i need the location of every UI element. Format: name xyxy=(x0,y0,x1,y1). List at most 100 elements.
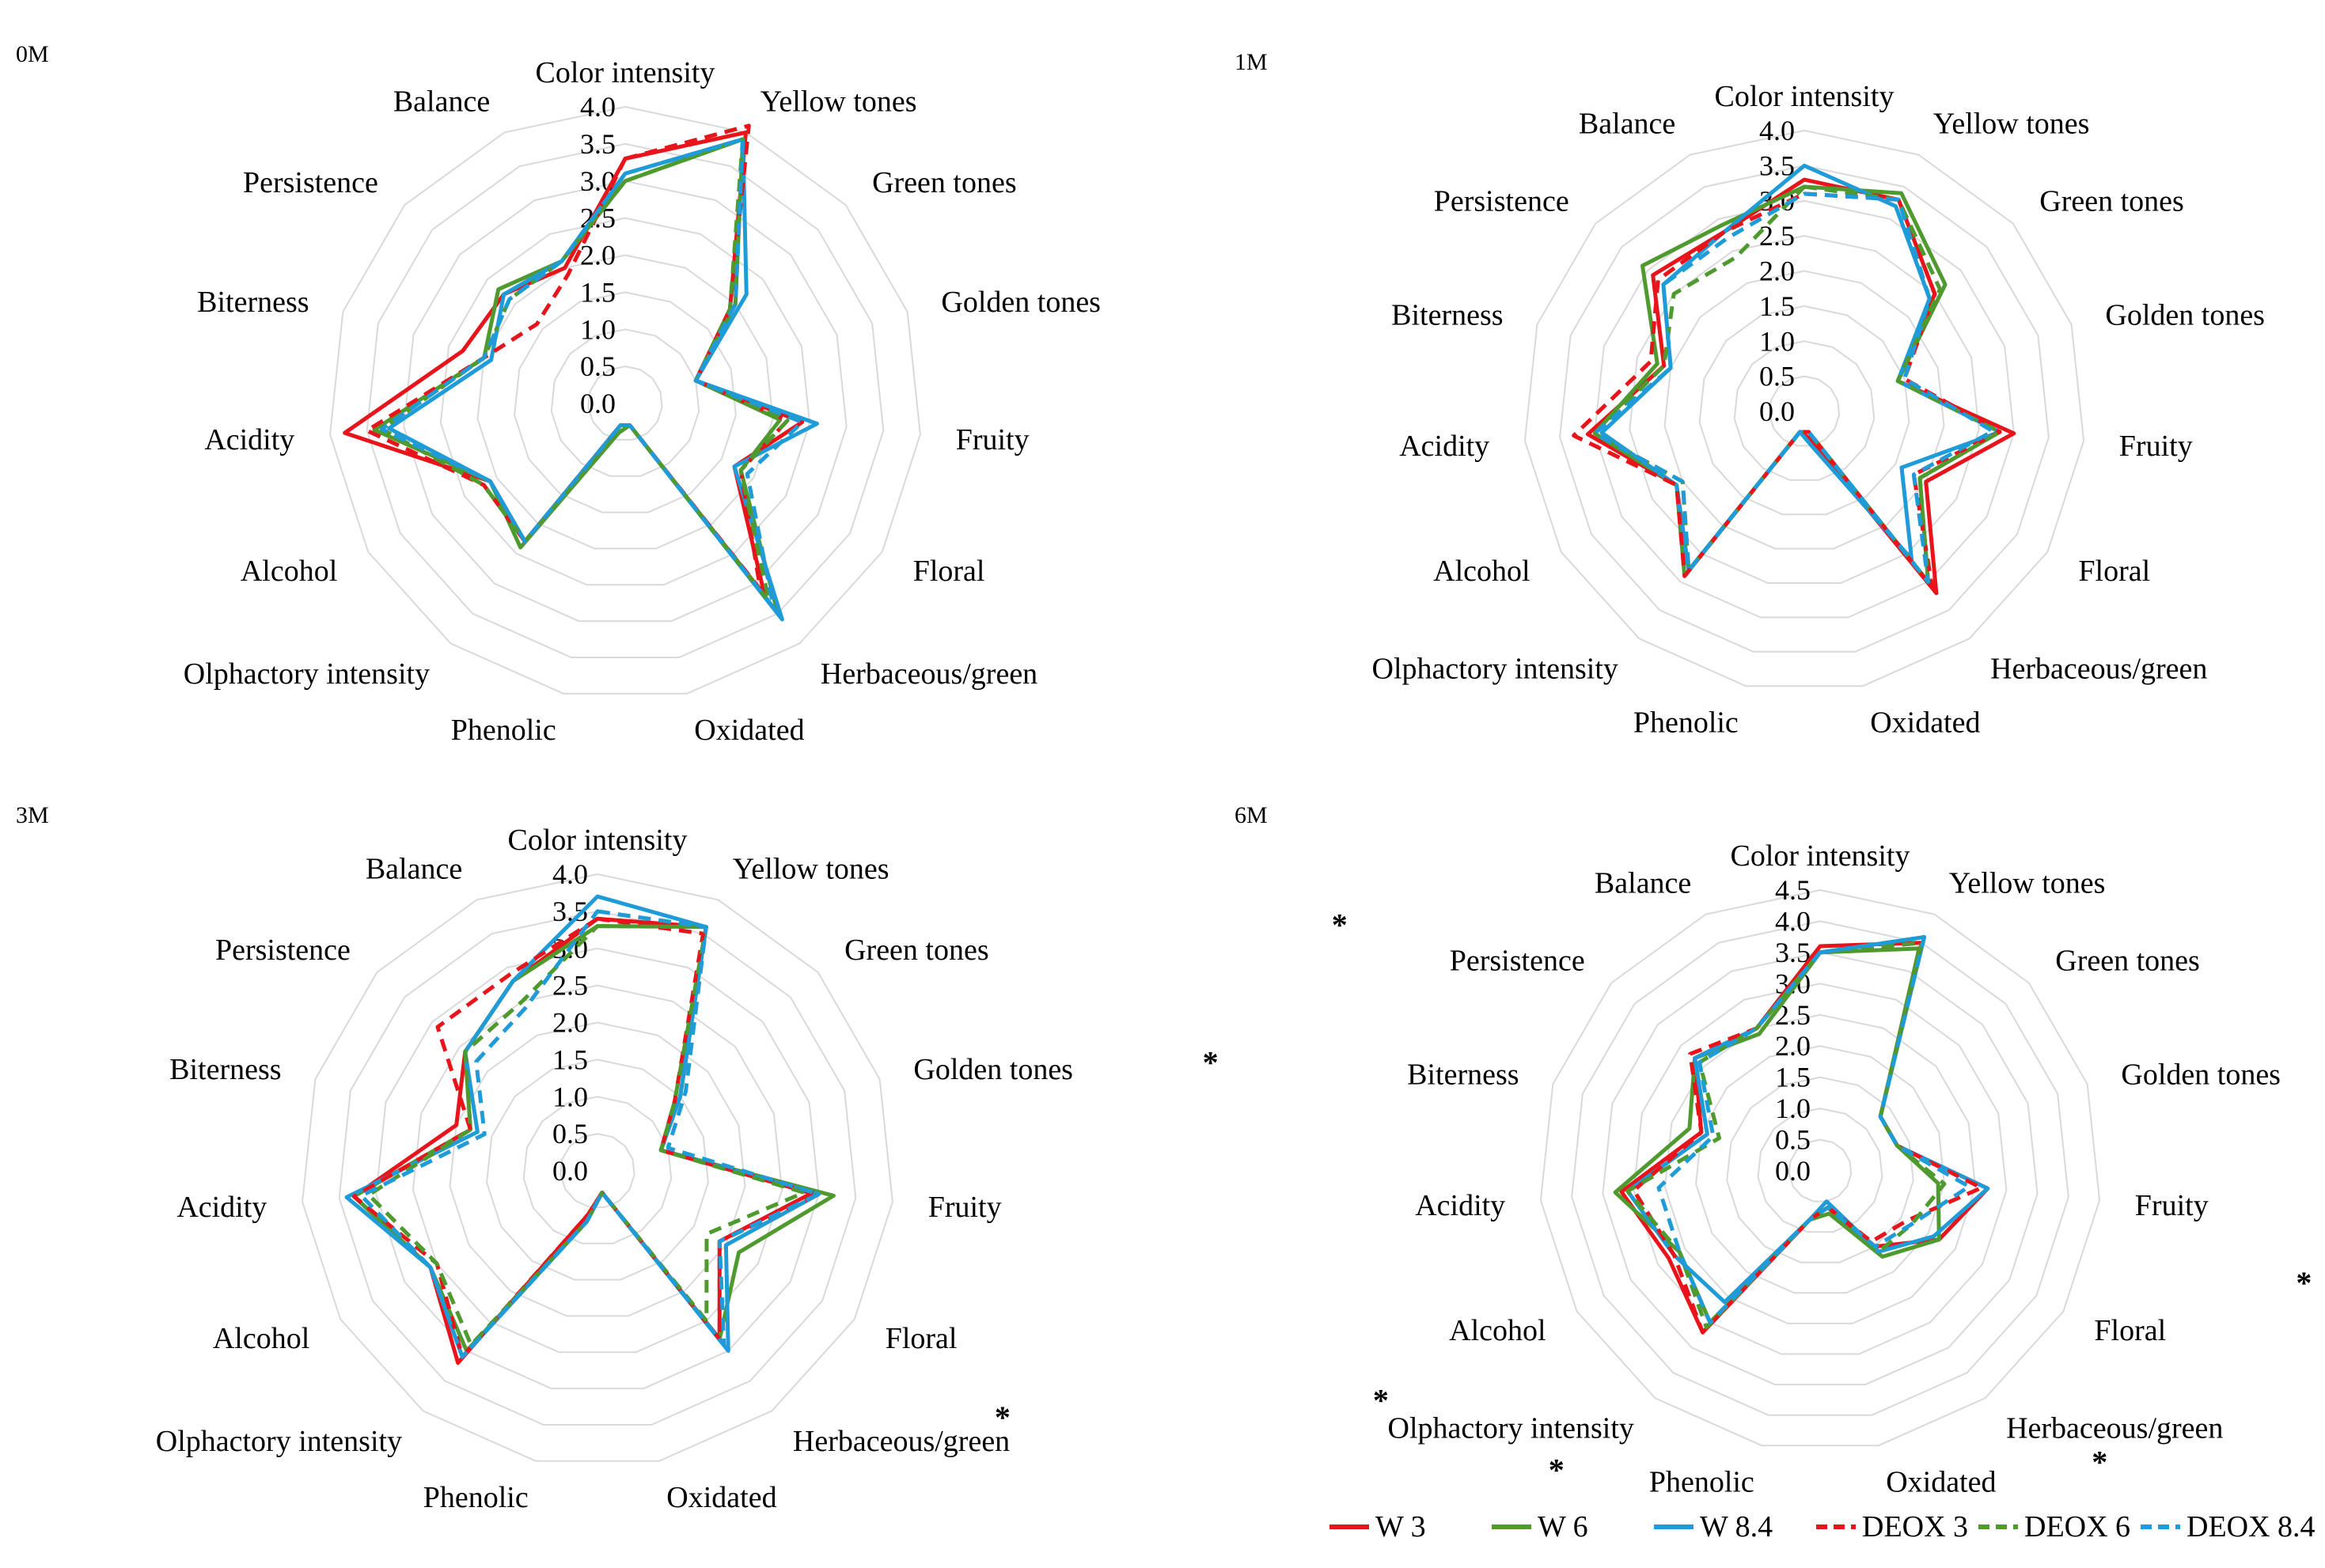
tick-label: 2.0 xyxy=(1759,256,1795,287)
axis-label-persistence: Persistence xyxy=(243,166,378,199)
axis-label-persistence: Persistence xyxy=(1450,944,1585,977)
significance-star: * xyxy=(2092,1444,2107,1479)
grid-ring xyxy=(1663,1013,1977,1324)
tick-label: 0.0 xyxy=(1759,396,1795,427)
axis-label-phenolic: Phenolic xyxy=(451,714,556,747)
axis-label-oxidated: Oxidated xyxy=(666,1481,776,1514)
grid-ring xyxy=(412,984,783,1354)
tick-label: 1.5 xyxy=(580,276,616,308)
legend-label-deox-8-4: DEOX 8.4 xyxy=(2187,1510,2316,1543)
axis-label-yellow-tones: Yellow tones xyxy=(1933,108,2090,141)
axis-label-balance: Balance xyxy=(1595,867,1691,900)
axis-label-phenolic: Phenolic xyxy=(423,1481,529,1514)
grid-ring xyxy=(338,910,857,1426)
panel-label: 3M xyxy=(16,802,49,828)
tick-label: 0.5 xyxy=(1759,361,1795,392)
series-line-w-3 xyxy=(343,130,805,598)
axis-label-phenolic: Phenolic xyxy=(1649,1465,1754,1498)
grid-ring xyxy=(1726,1076,1914,1263)
axis-label-alcohol: Alcohol xyxy=(241,555,337,588)
legend-label-w-8-4: W 8.4 xyxy=(1700,1510,1773,1543)
axis-label-floral: Floral xyxy=(2094,1314,2166,1347)
series-line-w-8-4 xyxy=(1599,163,2002,573)
grid-ring xyxy=(1663,270,1945,550)
axis-label-oxidated: Oxidated xyxy=(1870,706,1980,739)
axis-label-floral: Floral xyxy=(2078,555,2150,588)
tick-label: 2.5 xyxy=(552,970,588,1002)
grid-ring xyxy=(1695,1045,1945,1294)
axis-label-fruity: Fruity xyxy=(956,423,1030,456)
grid-ring xyxy=(1788,1138,1853,1203)
tick-label: 2.0 xyxy=(1775,1030,1811,1062)
axis-label-floral: Floral xyxy=(886,1322,958,1355)
grid-ring xyxy=(1523,129,2085,687)
axis-label-biterness: Biterness xyxy=(197,286,309,319)
grid-ring xyxy=(1698,305,1910,516)
grid-ring xyxy=(1768,375,1841,447)
grid-ring xyxy=(403,180,848,623)
legend-label-w-3: W 3 xyxy=(1375,1510,1426,1543)
axis-label-persistence: Persistence xyxy=(215,934,351,967)
axis-label-biterness: Biterness xyxy=(1391,298,1503,331)
axis-label-alcohol: Alcohol xyxy=(1433,555,1530,588)
tick-label: 4.0 xyxy=(1775,905,1811,937)
significance-star: * xyxy=(2296,1265,2312,1301)
axis-label-golden-tones: Golden tones xyxy=(2121,1058,2281,1091)
series-line-deox-6 xyxy=(1625,941,1947,1330)
grid-ring xyxy=(302,873,893,1462)
series-line-deox-6 xyxy=(366,924,806,1347)
series-line-deox-8-4 xyxy=(379,137,805,610)
grid-ring xyxy=(514,291,737,513)
axis-label-floral: Floral xyxy=(913,555,985,588)
grid-ring xyxy=(449,1021,746,1317)
panel-label: 6M xyxy=(1235,802,1268,828)
grid-ring xyxy=(1571,920,2069,1416)
significance-star: * xyxy=(995,1399,1011,1435)
legend-label-deox-6: DEOX 6 xyxy=(2024,1510,2130,1543)
axis-label-yellow-tones: Yellow tones xyxy=(733,852,889,885)
grid-ring xyxy=(1602,951,2039,1386)
tick-label: 0.5 xyxy=(1775,1124,1811,1156)
significance-star: * xyxy=(1549,1452,1565,1487)
tick-label: 0.0 xyxy=(1775,1155,1811,1187)
axis-label-fruity: Fruity xyxy=(2119,430,2193,463)
grid-ring xyxy=(559,1133,635,1208)
axis-label-golden-tones: Golden tones xyxy=(913,1053,1073,1086)
tick-label: 1.0 xyxy=(580,313,616,345)
tick-label: 0.5 xyxy=(580,350,616,382)
axis-label-phenolic: Phenolic xyxy=(1633,706,1739,739)
tick-label: 3.5 xyxy=(580,128,616,160)
legend-label-w-6: W 6 xyxy=(1538,1510,1588,1543)
significance-star: * xyxy=(1332,907,1348,942)
tick-label: 4.0 xyxy=(580,91,616,123)
tick-label: 1.5 xyxy=(1775,1062,1811,1093)
grid-ring xyxy=(375,947,820,1390)
axis-label-herbaceous-green: Herbaceous/green xyxy=(1990,653,2207,686)
significance-star: * xyxy=(1203,1044,1219,1080)
axis-label-balance: Balance xyxy=(393,85,490,118)
axis-label-golden-tones: Golden tones xyxy=(941,286,1101,319)
axis-label-herbaceous-green: Herbaceous/green xyxy=(793,1425,1010,1458)
tick-label: 1.5 xyxy=(1759,290,1795,322)
legend-label-deox-3: DEOX 3 xyxy=(1862,1510,1968,1543)
panel-label: 0M xyxy=(16,41,49,67)
grid-ring xyxy=(550,328,700,477)
series-line-w-6 xyxy=(351,924,836,1353)
axis-label-yellow-tones: Yellow tones xyxy=(1949,867,2106,900)
grid-ring xyxy=(1594,199,2015,619)
axis-label-fruity: Fruity xyxy=(928,1191,1002,1224)
axis-label-herbaceous-green: Herbaceous/green xyxy=(821,657,1037,691)
tick-label: 3.0 xyxy=(580,165,616,197)
axis-label-acidity: Acidity xyxy=(1399,430,1489,463)
axis-label-golden-tones: Golden tones xyxy=(2105,298,2265,331)
grid-ring xyxy=(486,1059,709,1281)
grid-ring xyxy=(476,254,774,550)
axis-label-olphactory-intensity: Olphactory intensity xyxy=(156,1425,402,1458)
panel-label: 1M xyxy=(1235,49,1268,75)
grid-ring xyxy=(1559,165,2050,653)
grid-ring xyxy=(1733,340,1876,481)
axis-label-alcohol: Alcohol xyxy=(213,1322,309,1355)
